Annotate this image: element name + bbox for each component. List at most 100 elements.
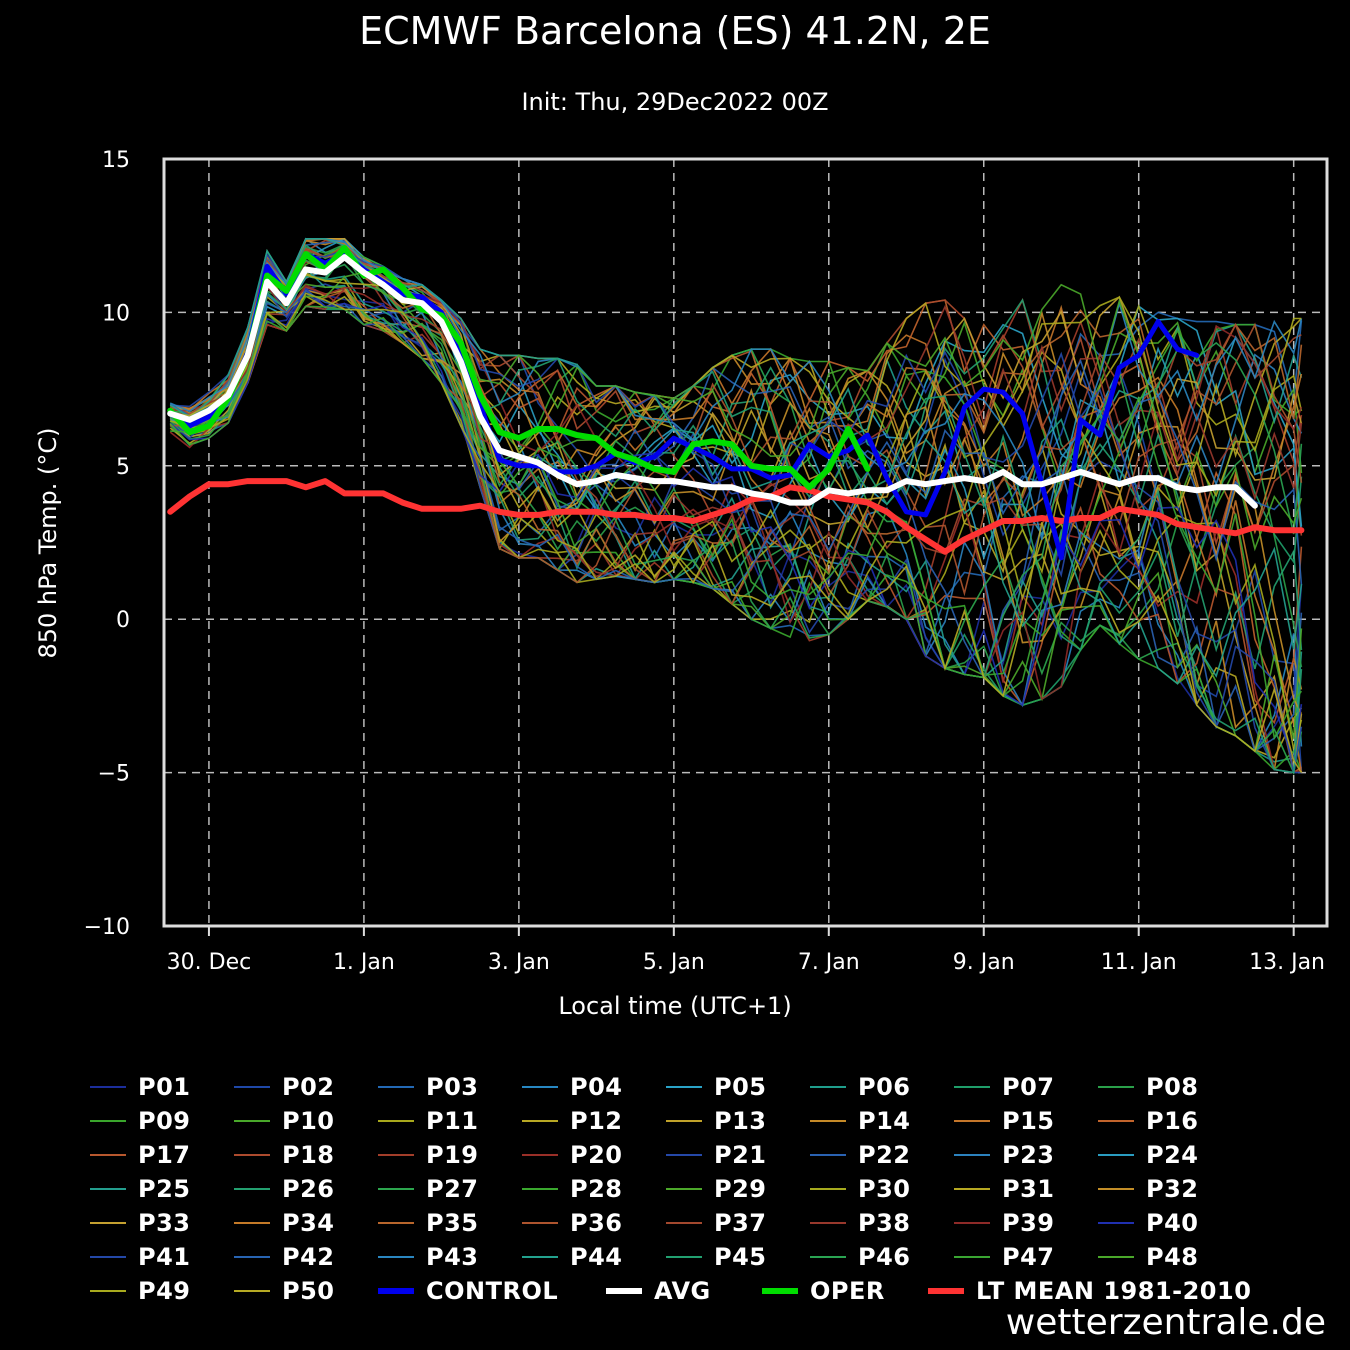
legend-item-p29: P29 xyxy=(666,1175,810,1203)
legend-item-p09: P09 xyxy=(90,1107,234,1135)
legend-item-p14: P14 xyxy=(810,1107,954,1135)
ensemble-line-P29 xyxy=(169,277,1303,753)
legend-swatch xyxy=(810,1188,846,1190)
legend-label: P48 xyxy=(1146,1243,1199,1271)
ensemble-line-P32 xyxy=(170,274,1303,715)
legend-item-p22: P22 xyxy=(810,1141,954,1169)
legend-item-p46: P46 xyxy=(810,1243,954,1271)
ensemble-line-P49 xyxy=(169,292,1302,617)
legend-item-p32: P32 xyxy=(1098,1175,1242,1203)
legend-item-p08: P08 xyxy=(1098,1073,1242,1101)
chart-title: ECMWF Barcelona (ES) 41.2N, 2E xyxy=(359,9,991,53)
legend-label: P31 xyxy=(1002,1175,1055,1203)
y-axis-ticks: 15 10 5 0 −5 −10 xyxy=(84,148,130,940)
legend-item-p16: P16 xyxy=(1098,1107,1242,1135)
legend-label: P07 xyxy=(1002,1073,1055,1101)
legend-item-p27: P27 xyxy=(378,1175,522,1203)
legend-item-p40: P40 xyxy=(1098,1209,1242,1237)
legend-swatch xyxy=(522,1188,558,1190)
legend-label: P42 xyxy=(282,1243,335,1271)
legend-item-p34: P34 xyxy=(234,1209,378,1237)
legend-item-p07: P07 xyxy=(954,1073,1098,1101)
ensemble-line-P24 xyxy=(169,237,1303,561)
legend-label: P47 xyxy=(1002,1243,1055,1271)
legend-label: P25 xyxy=(138,1175,191,1203)
chart-subtitle: Init: Thu, 29Dec2022 00Z xyxy=(521,88,828,116)
legend-label: P41 xyxy=(138,1243,191,1271)
ensemble-line-P20 xyxy=(169,288,1302,774)
grid-lines xyxy=(164,159,1327,926)
y-tick-label: 5 xyxy=(116,455,130,480)
legend-swatch xyxy=(666,1222,702,1224)
legend-swatch xyxy=(90,1120,126,1122)
legend-item-p37: P37 xyxy=(666,1209,810,1237)
legend-swatch xyxy=(90,1188,126,1190)
legend-label: P04 xyxy=(570,1073,623,1101)
legend-swatch xyxy=(666,1256,702,1258)
legend-item-p03: P03 xyxy=(378,1073,522,1101)
legend-item-p41: P41 xyxy=(90,1243,234,1271)
series-line-lt-mean-1981-2010 xyxy=(167,478,1305,555)
legend-item-p31: P31 xyxy=(954,1175,1098,1203)
legend-swatch xyxy=(378,1288,414,1294)
legend-label: P24 xyxy=(1146,1141,1199,1169)
legend-row: P25 P26 P27 P28 P29 P30 P31 P32 xyxy=(90,1172,1330,1206)
legend-label: P10 xyxy=(282,1107,335,1135)
ensemble-line-P46 xyxy=(169,259,1303,679)
legend-swatch xyxy=(522,1222,558,1224)
x-axis-ticks: 30. Dec 1. Jan 3. Jan 5. Jan 7. Jan 9. Jan 11.… xyxy=(167,926,1325,975)
plot-frame xyxy=(162,157,1329,928)
legend-swatch xyxy=(90,1086,126,1088)
legend-swatch xyxy=(522,1086,558,1088)
legend-item-avg: AVG xyxy=(606,1277,762,1305)
legend-item-p45: P45 xyxy=(666,1243,810,1271)
legend-label: P26 xyxy=(282,1175,335,1203)
legend-swatch xyxy=(762,1288,798,1294)
legend-label: P46 xyxy=(858,1243,911,1271)
ensemble-line-P11 xyxy=(169,272,1303,624)
legend-row: P09 P10 P11 P12 P13 P14 P15 P16 xyxy=(90,1104,1330,1138)
x-tick-label: 13. Jan xyxy=(1249,950,1325,975)
ensemble-line-P06 xyxy=(170,275,1303,763)
legend-label: P18 xyxy=(282,1141,335,1169)
legend-swatch xyxy=(1098,1256,1134,1258)
legend-item-p04: P04 xyxy=(522,1073,666,1101)
ensemble-line-P17 xyxy=(169,290,1303,725)
x-tick-label: 1. Jan xyxy=(333,950,395,975)
legend-label: P35 xyxy=(426,1209,479,1237)
legend-item-p38: P38 xyxy=(810,1209,954,1237)
legend-item-p18: P18 xyxy=(234,1141,378,1169)
x-tick-label: 3. Jan xyxy=(488,950,550,975)
legend-swatch xyxy=(90,1222,126,1224)
legend-item-p17: P17 xyxy=(90,1141,234,1169)
y-tick-label: −5 xyxy=(98,762,130,787)
legend-swatch xyxy=(666,1188,702,1190)
legend-label: P36 xyxy=(570,1209,623,1237)
y-axis-label: 850 hPa Temp. (°C) xyxy=(34,427,62,658)
legend-swatch xyxy=(606,1288,642,1294)
legend-swatch xyxy=(810,1120,846,1122)
legend-label: P06 xyxy=(858,1073,911,1101)
legend-label: P23 xyxy=(1002,1141,1055,1169)
legend-label: P03 xyxy=(426,1073,479,1101)
legend-swatch xyxy=(810,1256,846,1258)
legend-label: P39 xyxy=(1002,1209,1055,1237)
legend-swatch xyxy=(954,1222,990,1224)
y-tick-label: 15 xyxy=(102,148,130,173)
legend-label: P34 xyxy=(282,1209,335,1237)
legend-item-p10: P10 xyxy=(234,1107,378,1135)
legend-label: P29 xyxy=(714,1175,767,1203)
legend-swatch xyxy=(522,1256,558,1258)
legend-swatch xyxy=(1098,1222,1134,1224)
legend-item-p20: P20 xyxy=(522,1141,666,1169)
legend-swatch xyxy=(234,1256,270,1258)
legend-swatch xyxy=(234,1086,270,1088)
legend-item-p43: P43 xyxy=(378,1243,522,1271)
legend-swatch xyxy=(1098,1154,1134,1156)
y-tick-label: 0 xyxy=(116,608,130,633)
legend-label: P50 xyxy=(282,1277,335,1305)
legend-item-p25: P25 xyxy=(90,1175,234,1203)
legend-label: P14 xyxy=(858,1107,911,1135)
legend-row: P17 P18 P19 P20 P21 P22 P23 P24 xyxy=(90,1138,1330,1172)
legend-item-p47: P47 xyxy=(954,1243,1098,1271)
